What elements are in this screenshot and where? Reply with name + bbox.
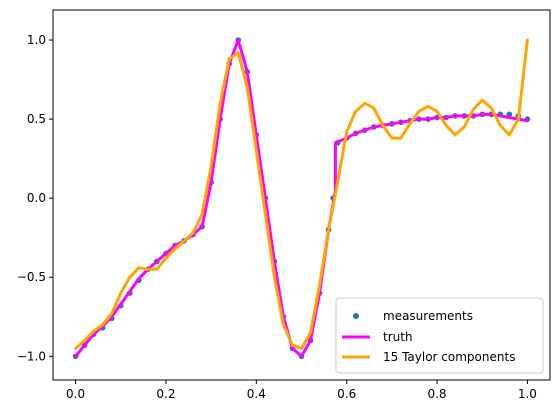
- x-tick-label: 0.8: [427, 387, 446, 401]
- y-axis: −1.0 −0.5 0.0 0.5 1.0: [17, 33, 53, 363]
- x-tick-label: 0.6: [337, 387, 356, 401]
- legend-label-taylor: 15 Taylor components: [383, 350, 515, 364]
- x-tick-label: 1.0: [518, 387, 537, 401]
- legend-frame: [335, 297, 544, 374]
- x-tick-label: 0.0: [66, 387, 85, 401]
- y-tick-label: 1.0: [27, 33, 46, 47]
- legend: measurements truth 15 Taylor components: [335, 297, 544, 374]
- y-tick-label: 0.5: [27, 112, 46, 126]
- plot-frame: [52, 9, 551, 381]
- plot-area: [72, 37, 531, 360]
- series-line-15-taylor-components: [74, 38, 529, 350]
- y-tick-label: −1.0: [17, 349, 46, 363]
- x-tick-label: 0.4: [247, 387, 266, 401]
- series-line-truth: [74, 38, 529, 358]
- legend-label-truth: truth: [383, 330, 413, 344]
- legend-label-measurements: measurements: [383, 309, 473, 323]
- x-axis: 0.0 0.2 0.4 0.6 0.8 1.0: [66, 380, 537, 401]
- x-tick-label: 0.2: [156, 387, 175, 401]
- legend-marker-measurements: [353, 313, 359, 319]
- y-tick-label: −0.5: [17, 270, 46, 284]
- y-tick-label: 0.0: [27, 191, 46, 205]
